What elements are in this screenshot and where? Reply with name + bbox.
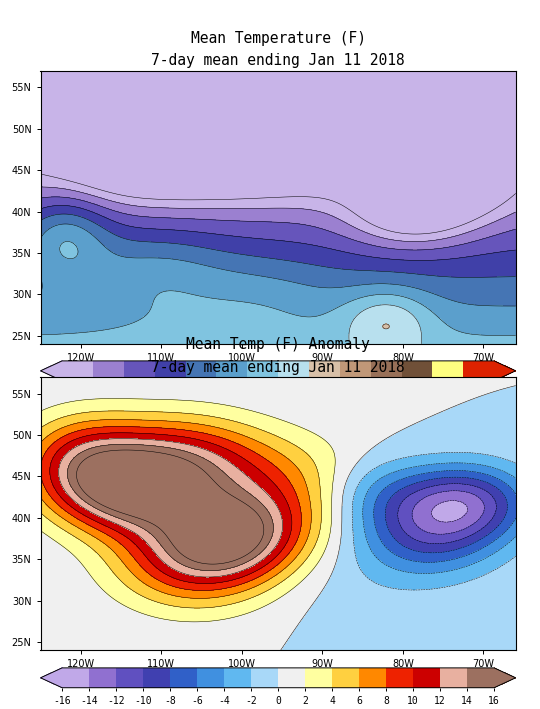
- PathPatch shape: [494, 361, 516, 381]
- Title: Mean Temperature (F)
7-day mean ending Jan 11 2018: Mean Temperature (F) 7-day mean ending J…: [151, 31, 405, 68]
- PathPatch shape: [40, 668, 62, 688]
- PathPatch shape: [40, 361, 62, 381]
- PathPatch shape: [494, 668, 516, 688]
- Title: Mean Temp (F) Anomaly
7-day mean ending Jan 11 2018: Mean Temp (F) Anomaly 7-day mean ending …: [151, 337, 405, 374]
